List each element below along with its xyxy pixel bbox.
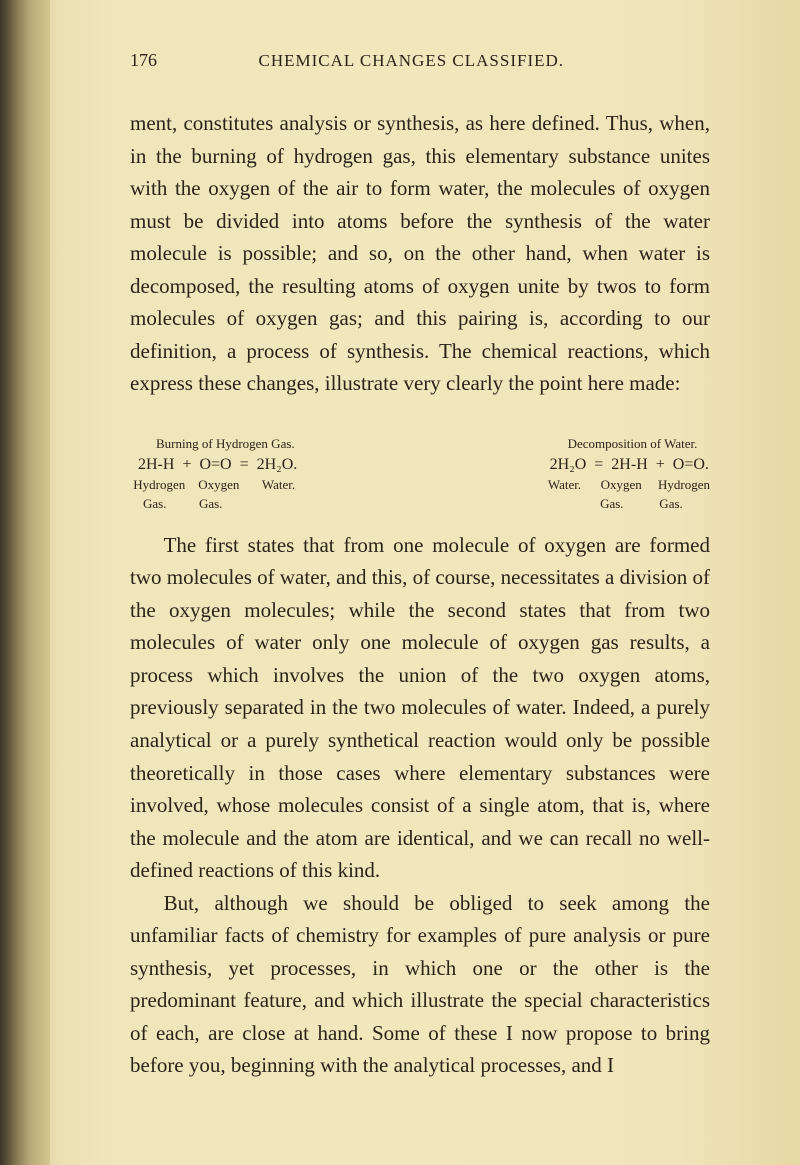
- eq-left-main: 2H-H + O=O = 2H₂O.: [130, 456, 297, 473]
- body-text: ment, constitutes analysis or synthesis,…: [130, 107, 710, 1082]
- equation-right: Decomposition of Water. 2H₂O = 2H-H + O=…: [542, 416, 710, 515]
- eq-right-labels1: Water. Oxygen Hydrogen: [542, 477, 710, 492]
- book-page: 176 CHEMICAL CHANGES CLASSIFIED. ment, c…: [0, 0, 800, 1165]
- paragraph-2: The first states that from one molecule …: [130, 529, 710, 887]
- paragraph-1: ment, constitutes analysis or synthesis,…: [130, 107, 710, 400]
- page-header: 176 CHEMICAL CHANGES CLASSIFIED.: [130, 50, 710, 71]
- eq-left-labels1: Hydrogen Oxygen Water.: [130, 477, 295, 492]
- book-spine-shadow: [0, 0, 50, 1165]
- eq-right-labels2: Gas. Gas.: [542, 496, 683, 511]
- eq-right-main: 2H₂O = 2H-H + O=O.: [542, 456, 709, 473]
- header-title: CHEMICAL CHANGES CLASSIFIED.: [117, 51, 706, 71]
- eq-left-labels2: Gas. Gas.: [130, 496, 222, 511]
- header-spacer: [706, 50, 711, 71]
- equation-block: Burning of Hydrogen Gas. 2H-H + O=O = 2H…: [130, 416, 710, 515]
- equation-left: Burning of Hydrogen Gas. 2H-H + O=O = 2H…: [130, 416, 297, 515]
- paragraph-3: But, although we should be obliged to se…: [130, 887, 710, 1082]
- eq-left-title: Burning of Hydrogen Gas.: [130, 436, 295, 451]
- eq-right-title: Decomposition of Water.: [542, 436, 698, 451]
